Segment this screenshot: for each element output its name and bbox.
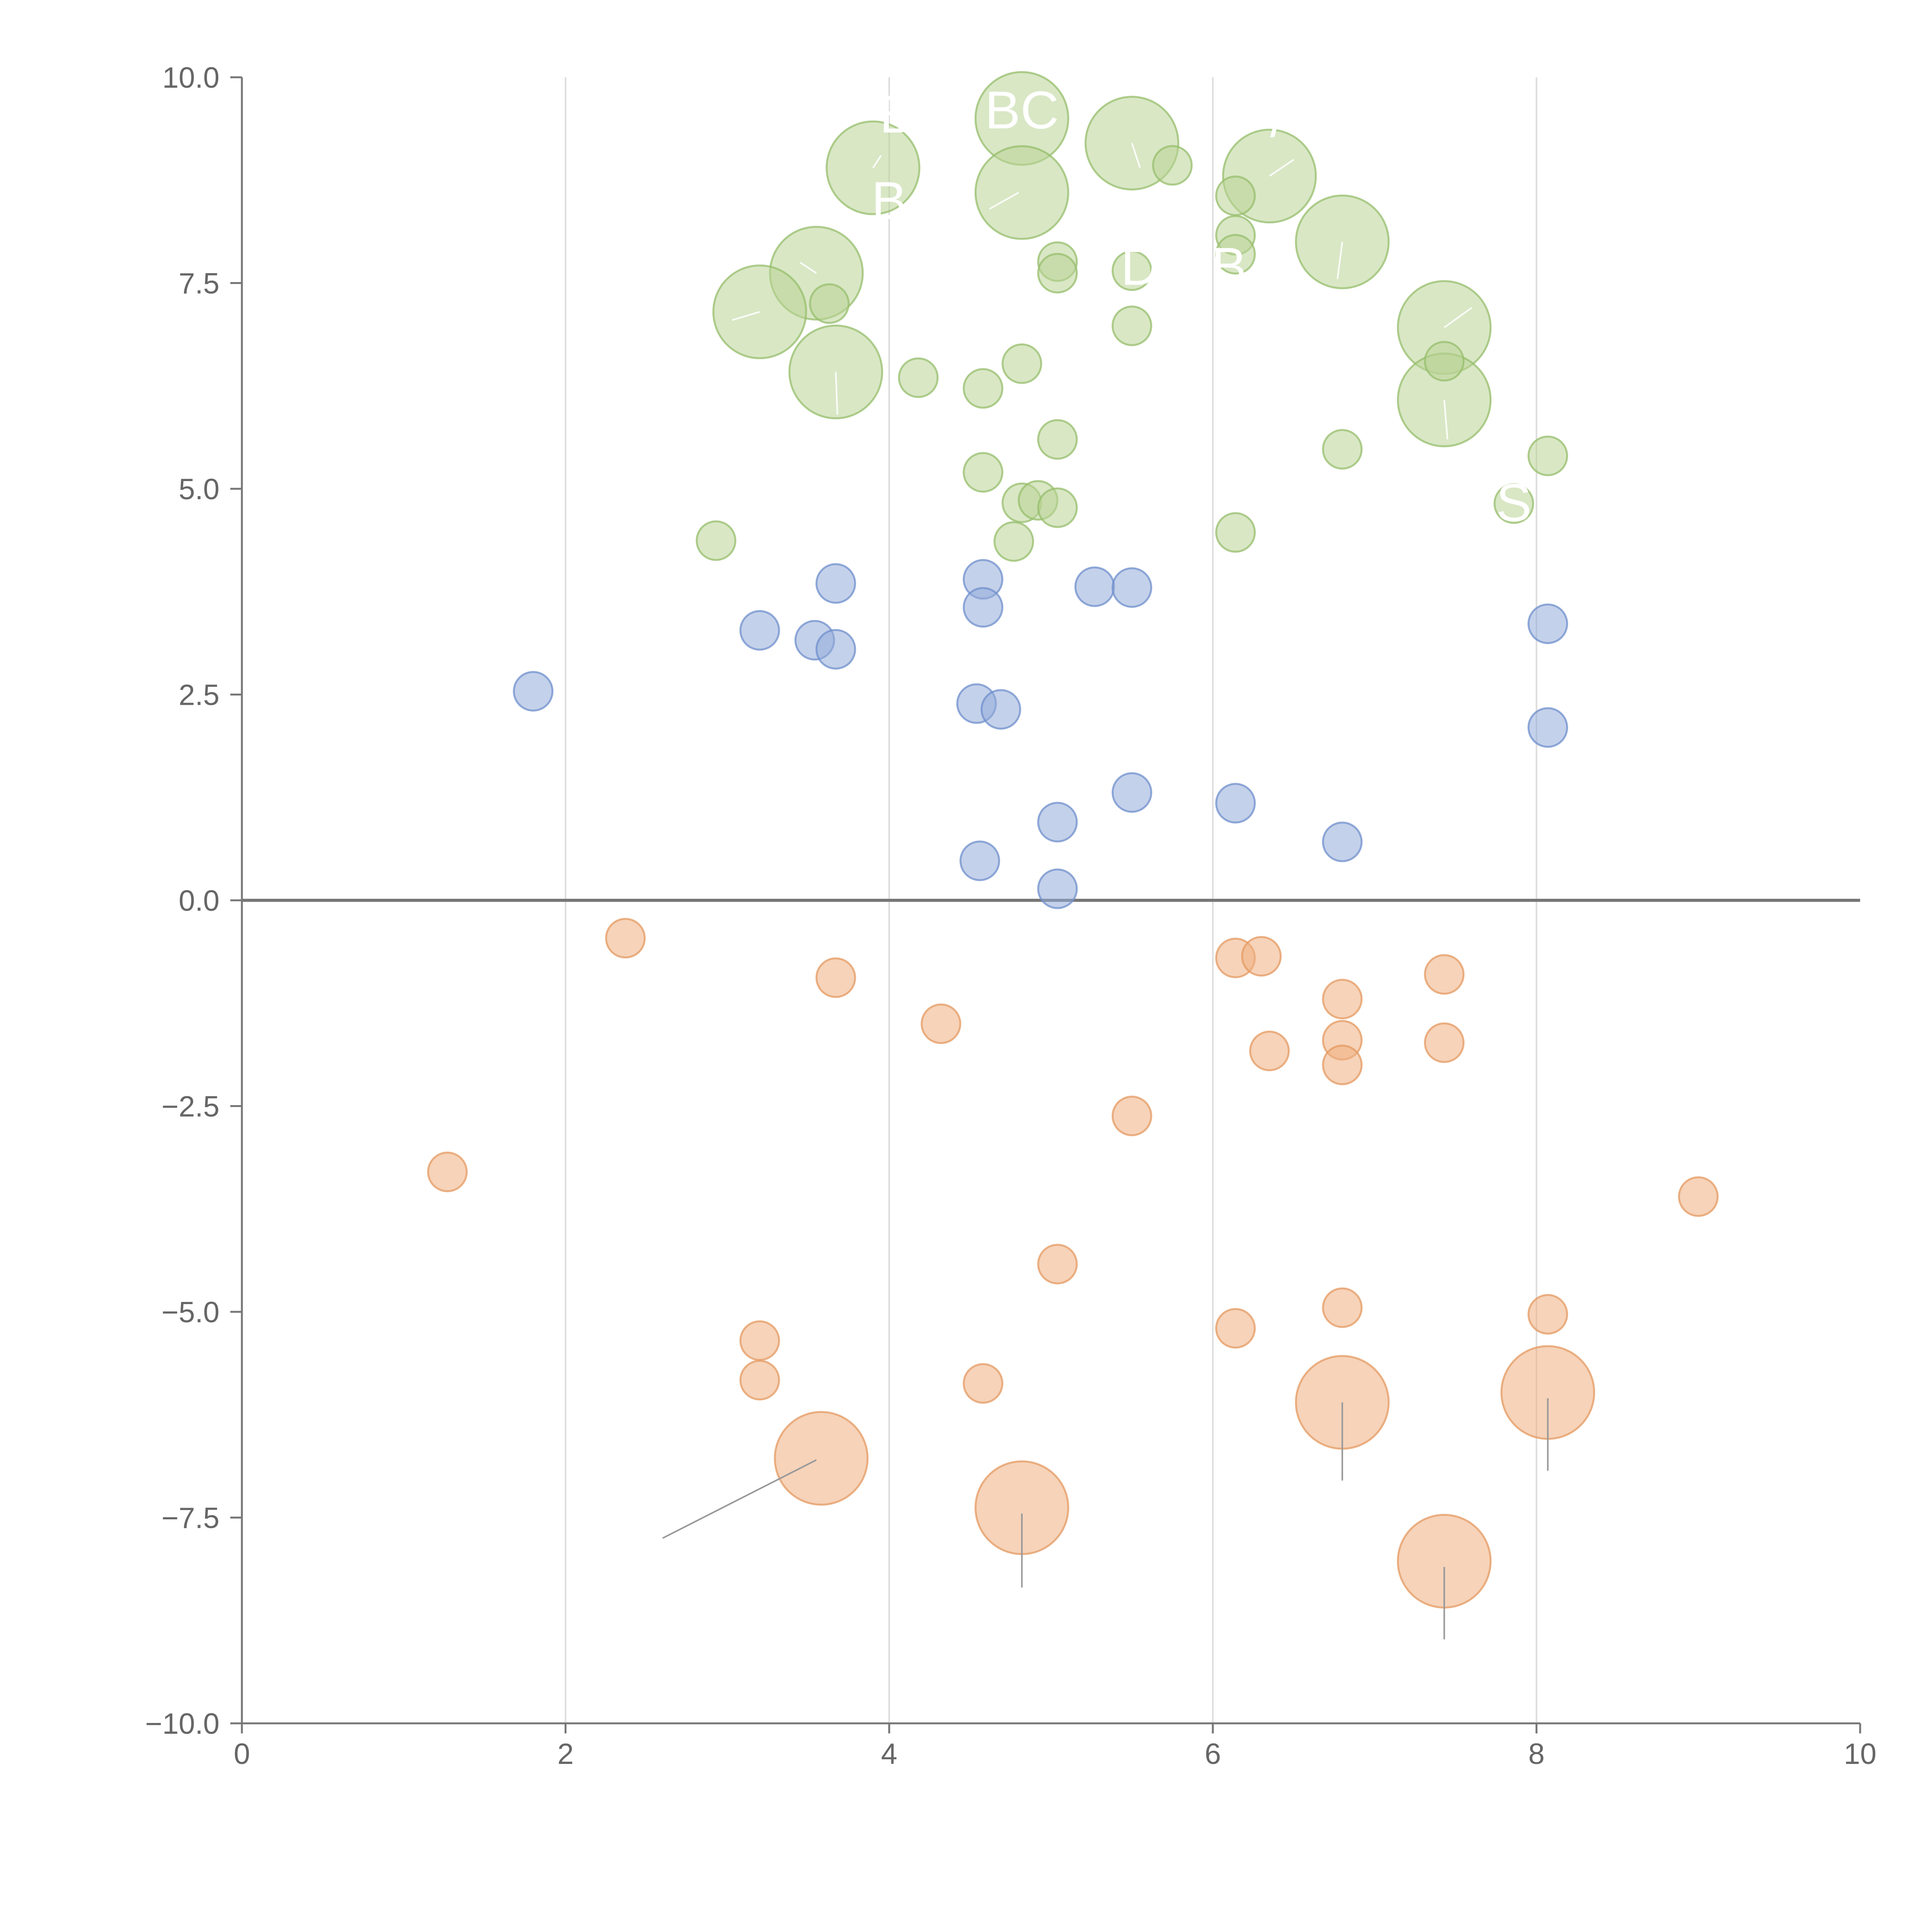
leader-line [835, 372, 838, 415]
blue-bubble [980, 689, 1021, 730]
x-tick-label: 6 [1205, 1738, 1221, 1770]
orange-bubble [1241, 936, 1282, 977]
bubble-label: D [1121, 237, 1160, 296]
leader-line [989, 192, 1019, 210]
leader-line [732, 311, 760, 321]
green-bubble [1493, 483, 1534, 524]
orange-bubble [739, 1360, 780, 1401]
orange-bubble [1322, 979, 1363, 1020]
leader-line [1269, 159, 1294, 177]
green-bubble [1111, 305, 1152, 346]
x-tick-label: 8 [1528, 1738, 1544, 1770]
orange-bubble [1037, 1243, 1078, 1284]
green-bubble [1037, 419, 1078, 460]
orange-bubble [1424, 954, 1465, 995]
orange-bubble [1215, 1308, 1256, 1349]
bubble-label: B [879, 85, 915, 144]
leader-line [872, 155, 882, 168]
orange-bubble [1249, 1031, 1290, 1071]
y-tick-label: 2.5 [179, 679, 219, 712]
leader-line [1444, 307, 1473, 328]
green-bubble [963, 452, 1003, 493]
leader-line [1131, 143, 1141, 168]
y-tick-label: 7.5 [179, 267, 219, 300]
leader-line [799, 262, 817, 274]
x-tick-label: 0 [234, 1738, 250, 1770]
blue-bubble [963, 587, 1003, 628]
bubble-label: S [1496, 473, 1532, 532]
tick-labels: 0 2 4 6 8 10 10.0 7.5 5.0 2.5 0.0 −2.5 −… [145, 61, 1877, 1770]
blue-bubble [1037, 868, 1078, 909]
orange-bubble [1322, 1044, 1363, 1085]
blue-bubble [739, 610, 780, 651]
blue-bubble [1322, 821, 1363, 862]
orange-bubble [605, 918, 646, 959]
y-tick-label: −5.0 [162, 1296, 219, 1329]
green-bubble [975, 145, 1070, 240]
orange-bubble [739, 1320, 780, 1361]
green-bubble [1002, 343, 1043, 384]
green-bubble [1527, 435, 1568, 476]
orange-bubble [1527, 1294, 1568, 1335]
x-tick-label: 4 [881, 1738, 897, 1770]
orange-bubble [1111, 1095, 1152, 1136]
green-bubble [963, 368, 1003, 409]
green-bubble [1322, 429, 1363, 470]
blue-bubble [1215, 783, 1256, 824]
green-bubble [809, 283, 850, 324]
leader-line [1337, 242, 1343, 279]
green-bubble [1111, 250, 1152, 291]
blue-bubble [513, 671, 554, 712]
leader-line [1443, 400, 1449, 440]
orange-bubble [963, 1363, 1003, 1404]
orange-bubble [920, 1003, 961, 1044]
y-tick-label: 10.0 [162, 61, 219, 94]
blue-bubble [1527, 603, 1568, 644]
y-tick-label: −7.5 [162, 1502, 219, 1535]
bubble-labels: B BC B / D B S [871, 80, 1532, 532]
blue-bubble [815, 563, 856, 604]
green-bubble [1215, 175, 1256, 216]
bubbles [427, 71, 1719, 1609]
leader-line [662, 1459, 817, 1539]
green-bubble [1215, 512, 1256, 553]
bubble-label: / [1270, 89, 1285, 148]
leader-lines [662, 143, 1549, 1639]
green-bubble [696, 520, 736, 561]
blue-bubble [1074, 566, 1115, 607]
green-bubble [1037, 253, 1078, 294]
green-bubble [1152, 145, 1193, 186]
blue-bubble [815, 629, 856, 670]
green-bubble [1037, 487, 1078, 528]
tick-marks [230, 76, 1861, 1733]
green-bubble [1424, 341, 1465, 382]
blue-bubble [1111, 567, 1152, 608]
orange-bubble [427, 1151, 468, 1192]
y-tick-label: 5.0 [179, 473, 219, 506]
bubble-label: B [1211, 237, 1247, 296]
green-bubble [993, 521, 1034, 562]
orange-bubble [815, 957, 856, 998]
orange-bubble [774, 1411, 869, 1506]
bubble-label: B [871, 171, 907, 231]
y-tick-label: 0.0 [179, 884, 219, 917]
orange-bubble [1424, 1022, 1465, 1063]
y-tick-label: −2.5 [162, 1090, 219, 1123]
green-bubble [898, 357, 939, 398]
x-tick-label: 10 [1844, 1738, 1877, 1770]
green-bubble [712, 264, 807, 359]
green-bubble [1215, 234, 1256, 275]
blue-bubble [1111, 772, 1152, 813]
bubble-label: BC [985, 80, 1059, 140]
y-tick-label: −10.0 [145, 1708, 219, 1740]
blue-bubble [959, 840, 1000, 881]
orange-bubble [1322, 1287, 1363, 1328]
blue-bubble [1037, 802, 1078, 843]
blue-bubble [1527, 707, 1568, 748]
orange-bubble [1678, 1176, 1719, 1217]
x-tick-label: 2 [557, 1738, 573, 1770]
